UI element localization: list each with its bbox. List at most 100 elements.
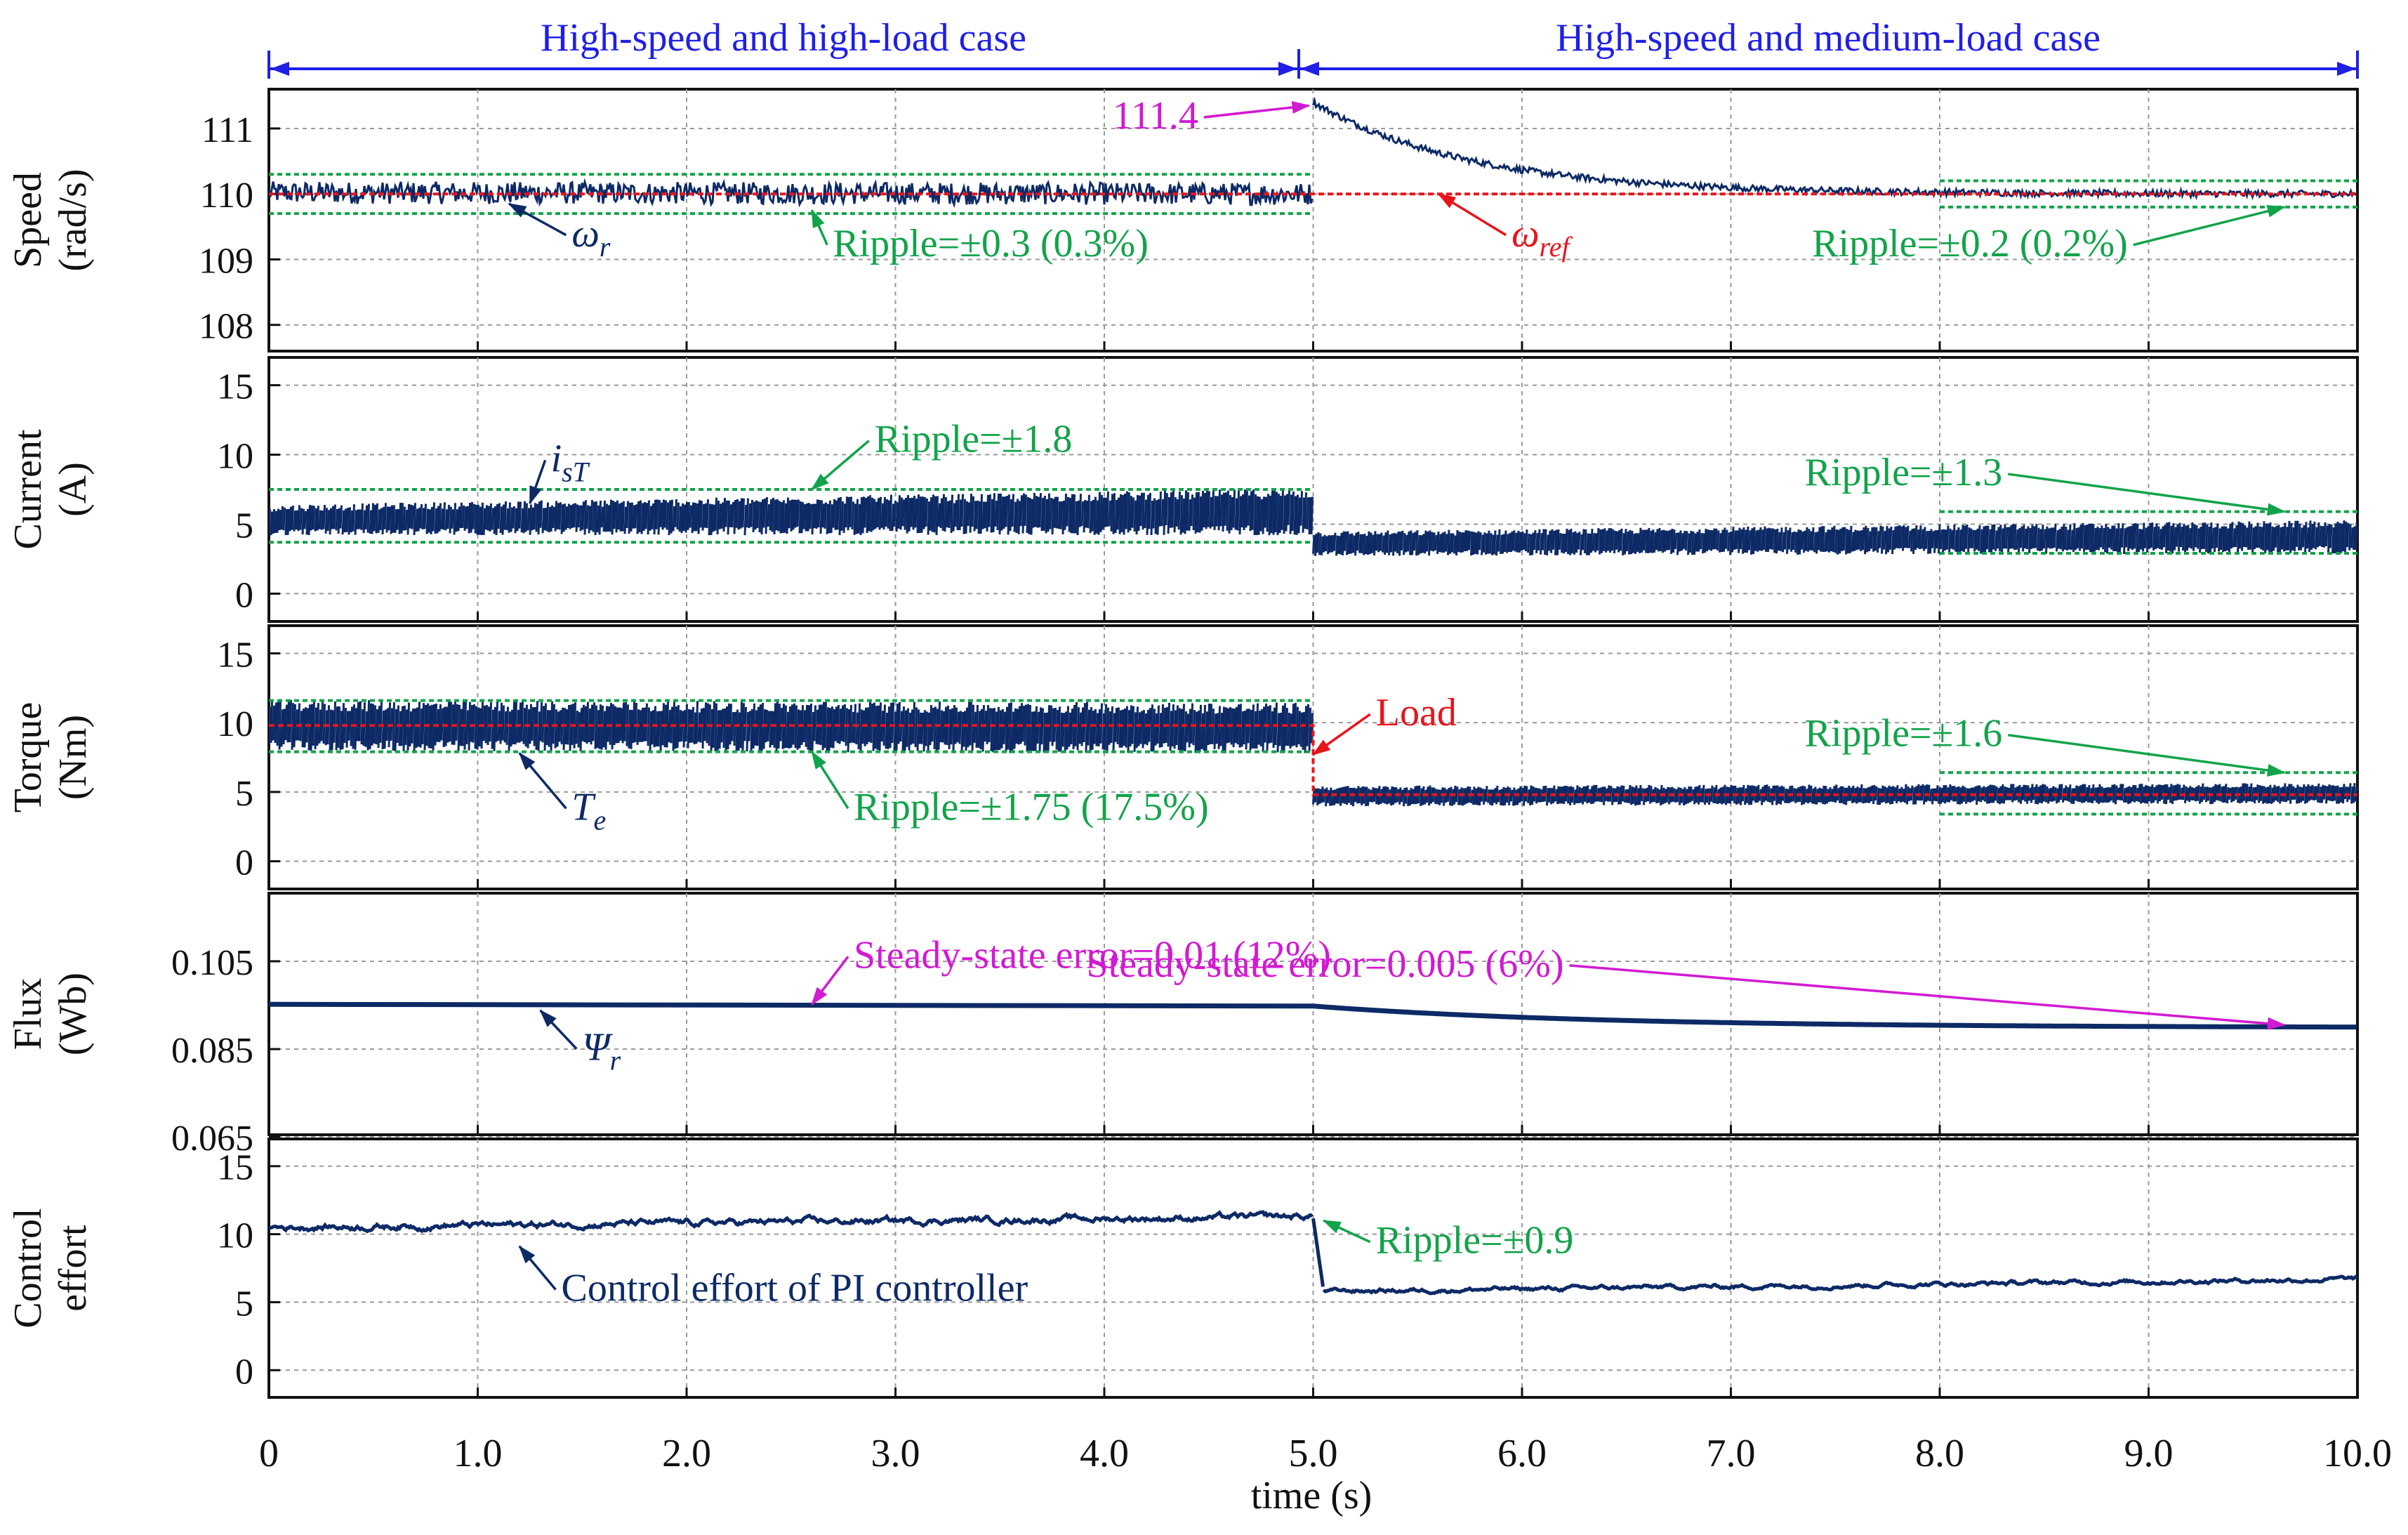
speed-ylabel: Speed bbox=[6, 172, 50, 268]
speed-annotation-label: 111.4 bbox=[1113, 94, 1198, 138]
current-annotation-label: Ripple=±1.3 bbox=[1805, 451, 2003, 494]
torque-reference-line bbox=[269, 724, 2357, 796]
current-ylabel: (A) bbox=[51, 462, 95, 517]
torque-annotation-label: Ripple=±1.75 (17.5%) bbox=[854, 785, 1209, 829]
torque-annotation-label: Load bbox=[1376, 691, 1457, 734]
x-tick-label: 1.0 bbox=[454, 1432, 503, 1475]
flux-annotation-label: Steady-state error=0.01 (12%) bbox=[854, 933, 1331, 977]
x-tick-label: 10.0 bbox=[2323, 1432, 2392, 1475]
torque-annotation-arrow bbox=[518, 752, 567, 810]
x-tick-label: 0 bbox=[259, 1432, 279, 1475]
torque-ylabel: (Nm) bbox=[51, 715, 95, 800]
x-tick-label: 6.0 bbox=[1497, 1432, 1547, 1475]
speed-annotation-arrow bbox=[1203, 101, 1311, 119]
x-tick-label: 4.0 bbox=[1080, 1432, 1129, 1475]
x-tick-label: 5.0 bbox=[1289, 1432, 1338, 1475]
case-arrowhead-right bbox=[2337, 62, 2356, 76]
torque-annotation-arrow bbox=[1311, 713, 1371, 756]
control_effort-signal-trace bbox=[269, 1210, 1314, 1234]
control_effort-annotation-arrow bbox=[1322, 1219, 1371, 1244]
current-annotation-arrow bbox=[2008, 473, 2286, 516]
flux-data bbox=[269, 1001, 2357, 1030]
speed-ytick-label: 111 bbox=[201, 110, 253, 150]
flux-annotation-arrow bbox=[1569, 964, 2286, 1030]
speed-panel: 108 109 110 111 Speed (rad/s) Ripple=±0.3 (0.3… bbox=[6, 88, 2359, 353]
flux-annotation-arrow bbox=[811, 956, 849, 1006]
torque-ytick-label: 5 bbox=[235, 774, 253, 814]
flux-annotation-arrow bbox=[539, 1009, 578, 1050]
control_effort-annotation-label: Control effort of PI controller bbox=[562, 1266, 1028, 1310]
torque-annotation-arrow bbox=[2008, 733, 2286, 777]
case-header-right: High-speed and medium-load case bbox=[1556, 16, 2101, 60]
speed-annotation-arrow bbox=[2133, 204, 2286, 246]
speed-signal-trace bbox=[269, 178, 1314, 209]
control_effort-ylabel: Control bbox=[6, 1208, 50, 1328]
current-signal-band bbox=[269, 489, 1314, 536]
case-arrowhead-mid-left bbox=[1278, 62, 1297, 76]
current-ytick-label: 15 bbox=[217, 367, 253, 407]
control_effort-ytick-label: 5 bbox=[235, 1284, 253, 1324]
torque-annotation-label: Ripple=±1.6 bbox=[1805, 712, 2003, 756]
speed-annotation-label: Ripple=±0.2 (0.2%) bbox=[1812, 222, 2128, 265]
control_effort-ytick-label: 10 bbox=[217, 1216, 253, 1256]
speed-ylabel: (rad/s) bbox=[51, 169, 95, 271]
flux-annotation-label: Steady-state error=0.005 (6%) bbox=[1086, 942, 1563, 986]
current-annotation-arrow bbox=[810, 440, 870, 491]
current-ytick-label: 10 bbox=[217, 437, 253, 477]
speed-annotation-arrow bbox=[810, 209, 828, 246]
x-tick-label: 8.0 bbox=[1915, 1432, 1964, 1475]
flux-signal-trace bbox=[269, 1001, 1314, 1009]
current-ylabel: Current bbox=[6, 429, 50, 550]
control_effort-ylabel: effort bbox=[51, 1225, 95, 1312]
control_effort-data bbox=[269, 1210, 2357, 1296]
case-arrowhead-left bbox=[270, 62, 289, 76]
current-signal-band bbox=[1312, 520, 2357, 556]
speed-annotation-label: Ripple=±0.3 (0.3%) bbox=[833, 222, 1149, 265]
flux-signal-trace bbox=[1313, 1003, 2357, 1030]
flux-ylabel: (Wb) bbox=[51, 973, 95, 1055]
torque-ytick-label: 15 bbox=[217, 635, 253, 675]
torque-annotation-label: Te bbox=[571, 785, 606, 836]
speed-data bbox=[269, 96, 2357, 216]
speed-ytick-label: 110 bbox=[200, 176, 253, 216]
x-tick-label: 2.0 bbox=[662, 1432, 711, 1475]
flux-ytick-label: 0.105 bbox=[171, 943, 253, 983]
speed-annotation-arrow bbox=[508, 202, 567, 237]
control_effort-signal-trace bbox=[1322, 1274, 2357, 1296]
torque-ytick-label: 0 bbox=[235, 843, 253, 883]
flux-panel: 0.065 0.085 0.105 Flux (Wb) Steady-state erro… bbox=[6, 892, 2359, 1159]
case-arrowhead-mid-right bbox=[1300, 62, 1319, 76]
current-ytick-label: 5 bbox=[235, 506, 253, 546]
speed-signal-trace bbox=[1312, 96, 2357, 201]
speed-ytick-label: 108 bbox=[199, 307, 253, 347]
control_effort-signal-trace bbox=[1311, 1218, 1325, 1287]
current-annotation-arrow bbox=[529, 459, 547, 505]
current-ytick-label: 0 bbox=[235, 575, 253, 615]
control_effort-ytick-label: 15 bbox=[217, 1148, 253, 1188]
torque-ylabel: Torque bbox=[6, 702, 50, 813]
x-axis: time (s) 0 1.0 2.0 3.0 4.0 5.0 6.0 7.0 8.0 9.0 10.… bbox=[259, 1432, 2392, 1517]
chart-panels: 108 109 110 111 Speed (rad/s) Ripple=±0.3 (0.3… bbox=[6, 88, 2359, 1399]
flux-ytick-label: 0.085 bbox=[171, 1031, 253, 1071]
speed-annotation-arrow bbox=[1437, 192, 1507, 237]
current-annotation-label: Ripple=±1.8 bbox=[875, 418, 1073, 461]
control_effort-panel: 0 5 10 15 Control effort Ripple=±0.9 Control ef… bbox=[6, 1138, 2359, 1399]
torque-frame bbox=[267, 624, 2359, 890]
x-tick-label: 9.0 bbox=[2124, 1432, 2174, 1475]
current-data bbox=[269, 488, 2357, 556]
control_effort-ytick-label: 0 bbox=[235, 1352, 253, 1392]
control_effort-annotation-arrow bbox=[518, 1245, 557, 1291]
torque-data bbox=[269, 699, 2357, 816]
x-axis-label: time (s) bbox=[1251, 1474, 1372, 1517]
case-header-bar: High-speed and high-load case High-speed… bbox=[267, 16, 2359, 79]
flux-ytick-label: 0.065 bbox=[171, 1119, 253, 1159]
case-header-left: High-speed and high-load case bbox=[541, 16, 1026, 60]
control_effort-annotation-label: Ripple=±0.9 bbox=[1376, 1219, 1574, 1263]
torque-annotation-arrow bbox=[811, 750, 849, 810]
x-tick-label: 3.0 bbox=[871, 1432, 920, 1475]
speed-ytick-label: 109 bbox=[199, 241, 253, 281]
torque-panel: 0 5 10 15 Torque (Nm) Ripple=±1.75 (17.5%) Ripp… bbox=[6, 624, 2359, 890]
x-tick-label: 7.0 bbox=[1707, 1432, 1756, 1475]
